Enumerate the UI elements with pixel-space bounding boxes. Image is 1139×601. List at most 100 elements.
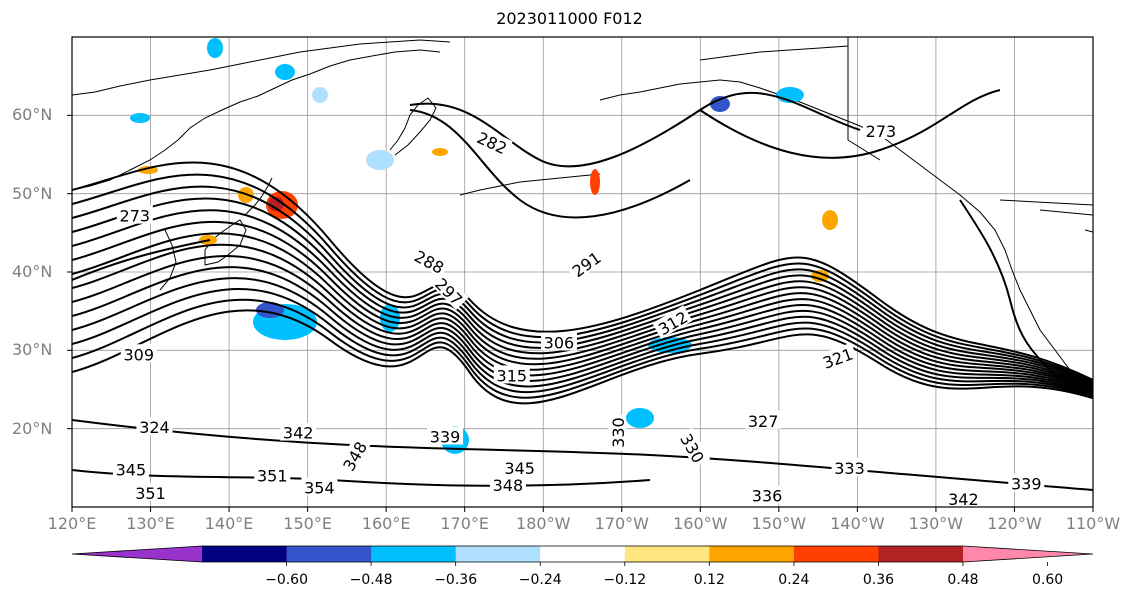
contour-line [72, 209, 1093, 387]
colorbar-tick-label: 0.36 [862, 572, 895, 588]
contour-label-bg [676, 427, 711, 468]
colorbar-tick-label: 0.12 [693, 572, 725, 588]
contour-line [72, 298, 1093, 399]
map-title: 2023011000 F012 [496, 9, 643, 28]
contour-line [72, 185, 1093, 384]
contour-label-bg [493, 365, 530, 384]
colorbar-segment [878, 546, 964, 562]
contour-line [72, 232, 1093, 390]
latitude-ticks [67, 114, 72, 430]
contour-line [699, 89, 1001, 159]
contour-label-bg [427, 426, 464, 445]
contour-label-bg [301, 477, 338, 496]
lon-tick-label: 150°E [283, 514, 332, 533]
contour-line [72, 239, 211, 281]
contour-lines [72, 89, 1093, 491]
colorbar-segment [202, 546, 288, 562]
colorbar-tick-label: −0.36 [434, 572, 478, 588]
lon-tick-label: 120°W [987, 514, 1042, 533]
contour-label-bg [280, 422, 317, 441]
contour-label-bg [409, 244, 450, 278]
contour-line [409, 91, 861, 168]
lon-tick-label: 160°E [361, 514, 411, 533]
colorbar-segment [624, 546, 710, 562]
contour-label-bg [472, 126, 513, 158]
contour-label-bg [565, 245, 606, 282]
contour-label-bg [862, 121, 899, 139]
contour-label-bg [607, 414, 626, 451]
contour-line [72, 309, 1093, 405]
contour-label-bg [112, 459, 149, 478]
contour-label-bg [817, 342, 858, 372]
contour-label-bg [116, 205, 153, 224]
contour-line [72, 288, 1093, 397]
contour-label: 336 [752, 486, 783, 505]
contour-label-bg [831, 457, 868, 476]
contour-label-bg [945, 489, 982, 508]
contour-label: 351 [257, 467, 288, 486]
contour-label: 345 [116, 460, 147, 479]
lat-tick-label: 20°N [12, 418, 53, 438]
colorbar-tick-label: 0.48 [947, 572, 979, 588]
contour-line [72, 266, 1093, 394]
contour-label: 324 [139, 418, 170, 437]
colorbar-segment [540, 546, 626, 562]
lat-tick-label: 50°N [12, 183, 53, 203]
lon-tick-label: 110°W [1065, 514, 1121, 533]
contour-label: 339 [430, 428, 461, 447]
contour-label-bg [749, 485, 786, 504]
contour-label-bg [489, 475, 526, 494]
lon-tick-label: 120°E [47, 514, 97, 533]
contour-label-bg [745, 410, 782, 429]
lon-tick-label: 180°W [516, 514, 571, 533]
colorbar-segment [286, 546, 372, 562]
contour-label: 333 [834, 459, 865, 478]
lon-tick-label: 160°W [673, 514, 728, 533]
contour-label-bg [540, 332, 577, 351]
contour-label-bg [254, 465, 291, 484]
contour-label-bg [132, 482, 169, 501]
contour-label: 315 [497, 366, 528, 385]
contour-label: 345 [504, 459, 535, 478]
lon-tick-label: 140°E [204, 514, 254, 533]
contour-label: 330 [609, 417, 628, 448]
contour-label: 327 [748, 412, 779, 431]
lat-tick-label: 60°N [12, 105, 53, 125]
colorbar-tick-label: −0.12 [603, 572, 647, 588]
contour-label: 306 [544, 334, 575, 353]
lon-tick-label: 130°E [126, 514, 175, 533]
contour-label-bg [136, 417, 173, 436]
lat-tick-label: 40°N [12, 262, 53, 281]
contour-label-bg [1008, 473, 1045, 492]
colorbar-tick-label: 0.24 [778, 572, 810, 588]
colorbar [71, 545, 1094, 566]
colorbar-segment [455, 546, 541, 562]
colorbar-extend-high [963, 546, 1093, 562]
contour-line [72, 220, 1093, 388]
contour-label: 342 [283, 424, 314, 443]
lon-tick-label: 170°W [594, 514, 649, 533]
contour-label: 339 [1011, 475, 1042, 494]
coastlines [72, 37, 1093, 393]
colorbar-tick-label: −0.24 [518, 572, 562, 588]
colorbar-tick-label: −0.48 [349, 572, 393, 588]
contour-label: 342 [948, 490, 979, 509]
lon-tick-label: 170°E [440, 514, 490, 533]
contour-line [409, 109, 691, 219]
contour-label: 351 [135, 484, 166, 503]
contour-label: 273 [120, 207, 151, 226]
lon-tick-label: 130°W [908, 514, 964, 533]
contour-line [72, 277, 1093, 395]
contour-line [72, 173, 1093, 383]
colorbar-segment [709, 546, 795, 562]
contour-line [72, 161, 1093, 381]
contour-label: 354 [304, 478, 335, 497]
longitude-ticks [71, 507, 1094, 512]
colorbar-segment [793, 546, 879, 562]
contour-label: 348 [493, 476, 524, 495]
contour-label-bg [337, 435, 371, 476]
contour-label: 273 [866, 122, 897, 141]
contour-label-bg [120, 344, 157, 363]
colorbar-segment [371, 546, 457, 562]
